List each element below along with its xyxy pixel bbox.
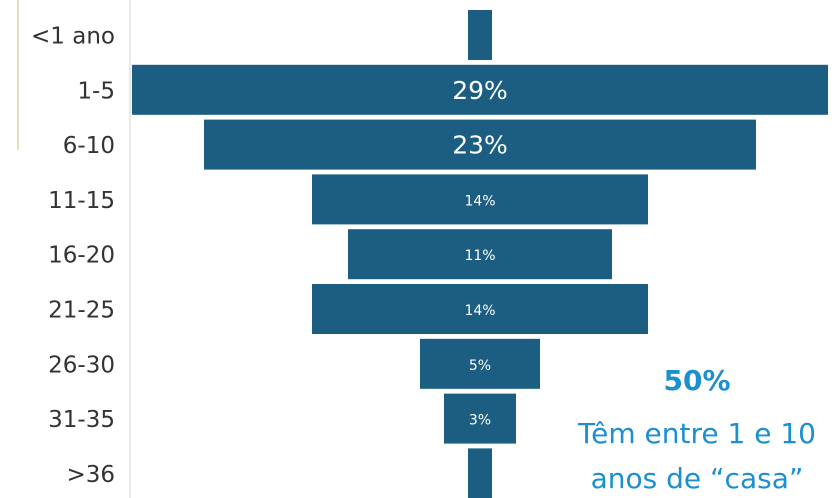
value-label: 5% bbox=[469, 358, 491, 374]
category-label: 21-25 bbox=[48, 298, 115, 324]
bar bbox=[204, 119, 756, 170]
value-label: 29% bbox=[452, 76, 508, 105]
value-label: 23% bbox=[452, 131, 508, 160]
bar bbox=[312, 174, 648, 225]
category-label: 11-15 bbox=[48, 188, 115, 214]
category-label: 26-30 bbox=[48, 352, 115, 378]
annotation-text: anos de “casa” bbox=[591, 462, 804, 495]
annotation-text: Têm entre 1 e 10 bbox=[577, 417, 816, 450]
category-label: >36 bbox=[66, 462, 115, 488]
category-label: 1-5 bbox=[77, 78, 115, 104]
bar bbox=[444, 393, 516, 444]
bar bbox=[132, 64, 828, 115]
category-label: 31-35 bbox=[48, 407, 115, 433]
category-label: 6-10 bbox=[63, 133, 115, 159]
value-label: 14% bbox=[464, 193, 495, 209]
value-label: 11% bbox=[464, 248, 495, 264]
bar bbox=[312, 284, 648, 334]
category-label: <1 ano bbox=[31, 24, 115, 50]
bar bbox=[420, 338, 540, 389]
bar bbox=[348, 229, 612, 280]
value-label: 3% bbox=[469, 413, 491, 429]
annotation-headline: 50% bbox=[663, 364, 730, 397]
category-label: 16-20 bbox=[48, 243, 115, 269]
bar bbox=[468, 448, 492, 498]
bar bbox=[468, 10, 492, 60]
value-label: 14% bbox=[464, 303, 495, 319]
